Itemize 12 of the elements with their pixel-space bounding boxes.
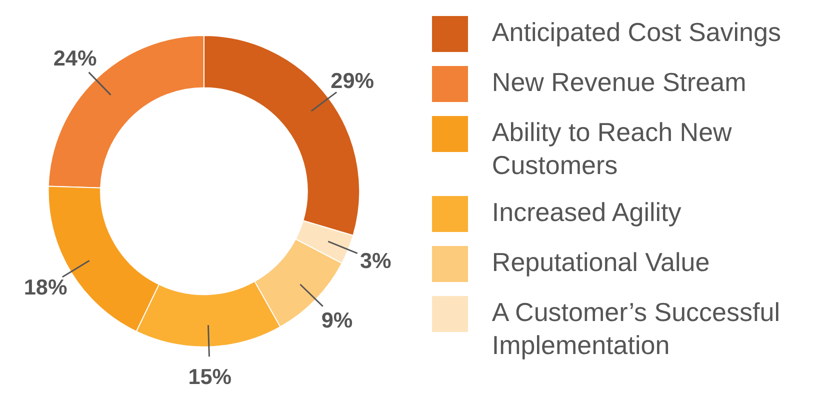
data-label: 24% — [53, 46, 97, 71]
legend-label: Ability to Reach New Customers — [492, 116, 733, 182]
data-label: 15% — [188, 364, 232, 389]
legend-label: Anticipated Cost Savings — [492, 16, 782, 49]
data-label: 9% — [321, 308, 353, 333]
data-label: 3% — [360, 248, 392, 274]
data-label: 29% — [330, 68, 374, 93]
data-label: 18% — [24, 274, 68, 300]
legend-label: Reputational Value — [492, 246, 711, 279]
legend-label: New Revenue Stream — [492, 66, 748, 99]
legend-label: A Customer’s Successful Implementation — [492, 296, 781, 362]
legend-label: Increased Agility — [492, 196, 682, 229]
